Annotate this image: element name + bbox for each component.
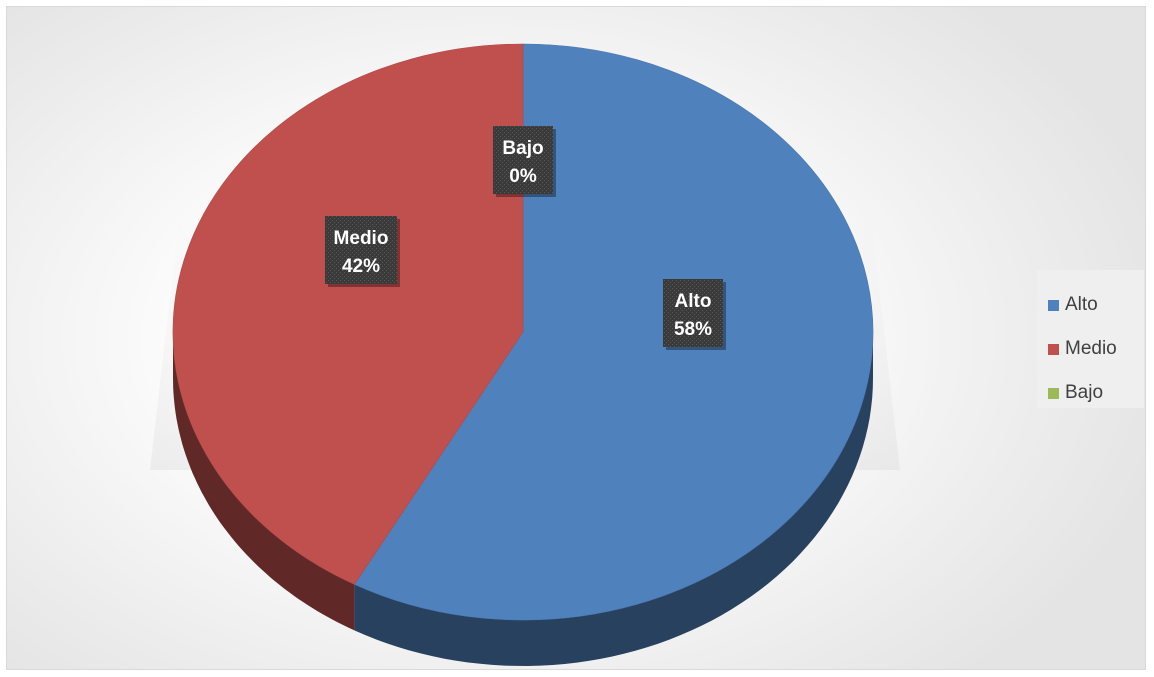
data-label-box: [325, 216, 397, 284]
data-label-medio: Medio 42%: [325, 216, 400, 287]
data-label-bajo: Bajo 0%: [493, 126, 556, 197]
legend-item-alto: Alto: [1037, 283, 1144, 327]
legend-label-medio: Medio: [1065, 338, 1117, 359]
legend-swatch-bajo: [1048, 387, 1059, 399]
data-label-alto: Alto 58%: [663, 279, 726, 350]
legend-item-medio: Medio: [1037, 327, 1144, 371]
data-label-category: Alto: [675, 291, 712, 312]
data-label-category: Bajo: [502, 138, 543, 159]
data-label-box: [663, 279, 723, 347]
legend: Alto Medio Bajo: [1037, 270, 1144, 408]
pie-slices: [172, 43, 874, 621]
data-label-value: 0%: [509, 166, 537, 187]
data-label-value: 58%: [674, 319, 712, 340]
legend-swatch-alto: [1048, 299, 1059, 311]
data-labels: Alto 58% Medio 42% Bajo 0%: [325, 126, 726, 350]
legend-label-bajo: Bajo: [1065, 382, 1104, 403]
pie-side-alto: [354, 332, 873, 666]
pie-slice-medio: [172, 43, 524, 585]
legend-item-bajo: Bajo: [1037, 371, 1144, 415]
pie-slice-alto: [353, 43, 874, 621]
legend-swatch-medio: [1048, 343, 1059, 355]
legend-label-alto: Alto: [1065, 294, 1098, 315]
data-label-category: Medio: [334, 228, 389, 249]
pie-sides: [173, 332, 873, 666]
data-label-box: [493, 126, 553, 194]
pie-side-medio: [173, 332, 355, 631]
data-label-value: 42%: [342, 256, 380, 277]
